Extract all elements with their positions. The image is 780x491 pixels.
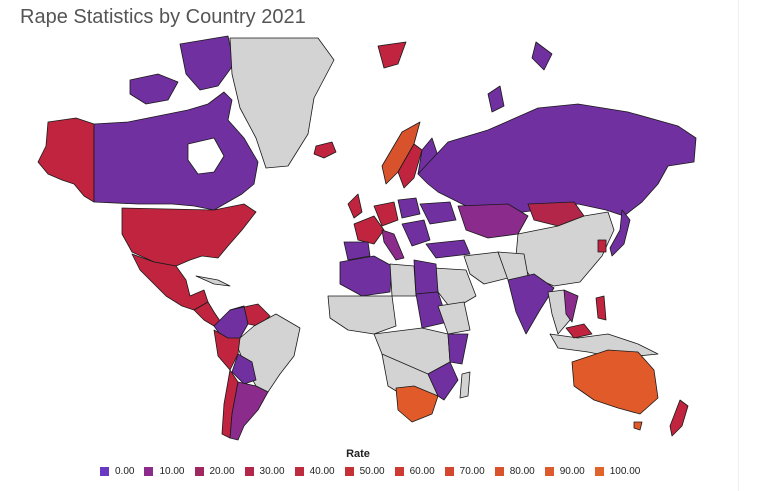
legend-swatch	[244, 467, 254, 476]
legend-item: 90.00	[544, 466, 585, 477]
legend-swatch	[494, 467, 504, 476]
legend-swatch	[294, 467, 304, 476]
legend-item: 70.00	[444, 466, 485, 477]
legend-label: 50.00	[359, 466, 385, 477]
country-russia-novaya-zemlya[interactable]	[487, 85, 505, 113]
country-india[interactable]	[507, 273, 555, 335]
country-ethiopia[interactable]	[437, 301, 471, 335]
country-tasmania[interactable]	[633, 421, 643, 431]
country-germany[interactable]	[373, 201, 399, 227]
country-svalbard[interactable]	[377, 41, 407, 69]
country-iceland[interactable]	[313, 141, 337, 159]
country-malaysia[interactable]	[565, 323, 593, 339]
country-japan[interactable]	[609, 209, 631, 257]
country-philippines[interactable]	[595, 295, 607, 321]
country-greenland[interactable]	[229, 37, 335, 169]
country-morocco-algeria[interactable]	[339, 255, 393, 297]
legend-item: 40.00	[294, 466, 335, 477]
legend-swatch	[194, 467, 204, 476]
legend-label: 40.00	[309, 466, 335, 477]
legend-item: 80.00	[494, 466, 535, 477]
legend-swatch	[344, 467, 354, 476]
right-divider	[738, 0, 739, 491]
legend-item: 30.00	[244, 466, 285, 477]
country-poland[interactable]	[397, 197, 421, 219]
country-usa[interactable]	[121, 203, 257, 267]
legend-swatch	[444, 467, 454, 476]
legend-label: 100.00	[609, 466, 641, 477]
country-turkey[interactable]	[425, 239, 471, 259]
country-spain[interactable]	[343, 241, 371, 261]
country-myanmar-thailand[interactable]	[547, 289, 571, 335]
country-new-zealand[interactable]	[669, 399, 689, 437]
legend-title: Rate	[346, 448, 370, 460]
country-france[interactable]	[353, 215, 385, 245]
country-canada-baffin[interactable]	[179, 35, 235, 91]
legend-item: 10.00	[144, 466, 185, 477]
country-vietnam[interactable]	[563, 289, 579, 323]
legend-item: 20.00	[194, 466, 235, 477]
legend-label: 90.00	[559, 466, 585, 477]
country-libya[interactable]	[389, 263, 417, 297]
country-madagascar[interactable]	[459, 371, 471, 399]
legend-item: 60.00	[394, 466, 435, 477]
country-cuba[interactable]	[195, 275, 231, 287]
legend-item: 100.00	[594, 466, 641, 477]
legend-swatch	[100, 467, 109, 476]
country-argentina[interactable]	[229, 381, 269, 441]
legend-label: 30.00	[259, 466, 285, 477]
choropleth-map[interactable]	[18, 34, 702, 444]
legend-label: 60.00	[409, 466, 435, 477]
country-canada-arctic[interactable]	[129, 73, 179, 105]
country-bolivia[interactable]	[231, 353, 257, 385]
legend-swatch	[394, 467, 404, 476]
legend-swatch	[594, 467, 604, 476]
country-south-africa[interactable]	[395, 385, 439, 423]
country-iran[interactable]	[463, 251, 509, 285]
country-uk[interactable]	[347, 193, 363, 219]
country-west-africa[interactable]	[327, 295, 397, 335]
country-balkans[interactable]	[401, 219, 431, 247]
country-egypt[interactable]	[413, 259, 439, 295]
legend-item: 50.00	[344, 466, 385, 477]
country-south-korea[interactable]	[597, 239, 607, 253]
country-usa-alaska[interactable]	[37, 117, 95, 203]
legend-swatch	[144, 467, 154, 476]
legend-label: 10.00	[159, 466, 185, 477]
legend-label: 70.00	[459, 466, 485, 477]
country-ukraine[interactable]	[419, 201, 457, 225]
country-canada[interactable]	[93, 91, 259, 211]
country-italy[interactable]	[381, 229, 405, 261]
legend-label: 0.00	[115, 466, 135, 477]
legend-swatch	[544, 467, 554, 476]
country-east-africa[interactable]	[447, 333, 469, 365]
hudson-bay	[187, 137, 225, 175]
legend: 0.00 10.00 20.00 30.00 40.00 50.00 60.00 70.00 8…	[100, 466, 650, 477]
country-russia[interactable]	[417, 103, 697, 217]
country-australia[interactable]	[571, 349, 659, 415]
world-map-svg[interactable]	[18, 34, 702, 444]
legend-label: 80.00	[509, 466, 535, 477]
country-sweden[interactable]	[397, 143, 423, 189]
legend-item: 0.00	[100, 466, 134, 477]
country-russia-arctic-island[interactable]	[531, 41, 553, 71]
legend-label: 20.00	[209, 466, 235, 477]
country-mozambique[interactable]	[427, 361, 459, 401]
map-title: Rape Statistics by Country 2021	[20, 6, 306, 28]
